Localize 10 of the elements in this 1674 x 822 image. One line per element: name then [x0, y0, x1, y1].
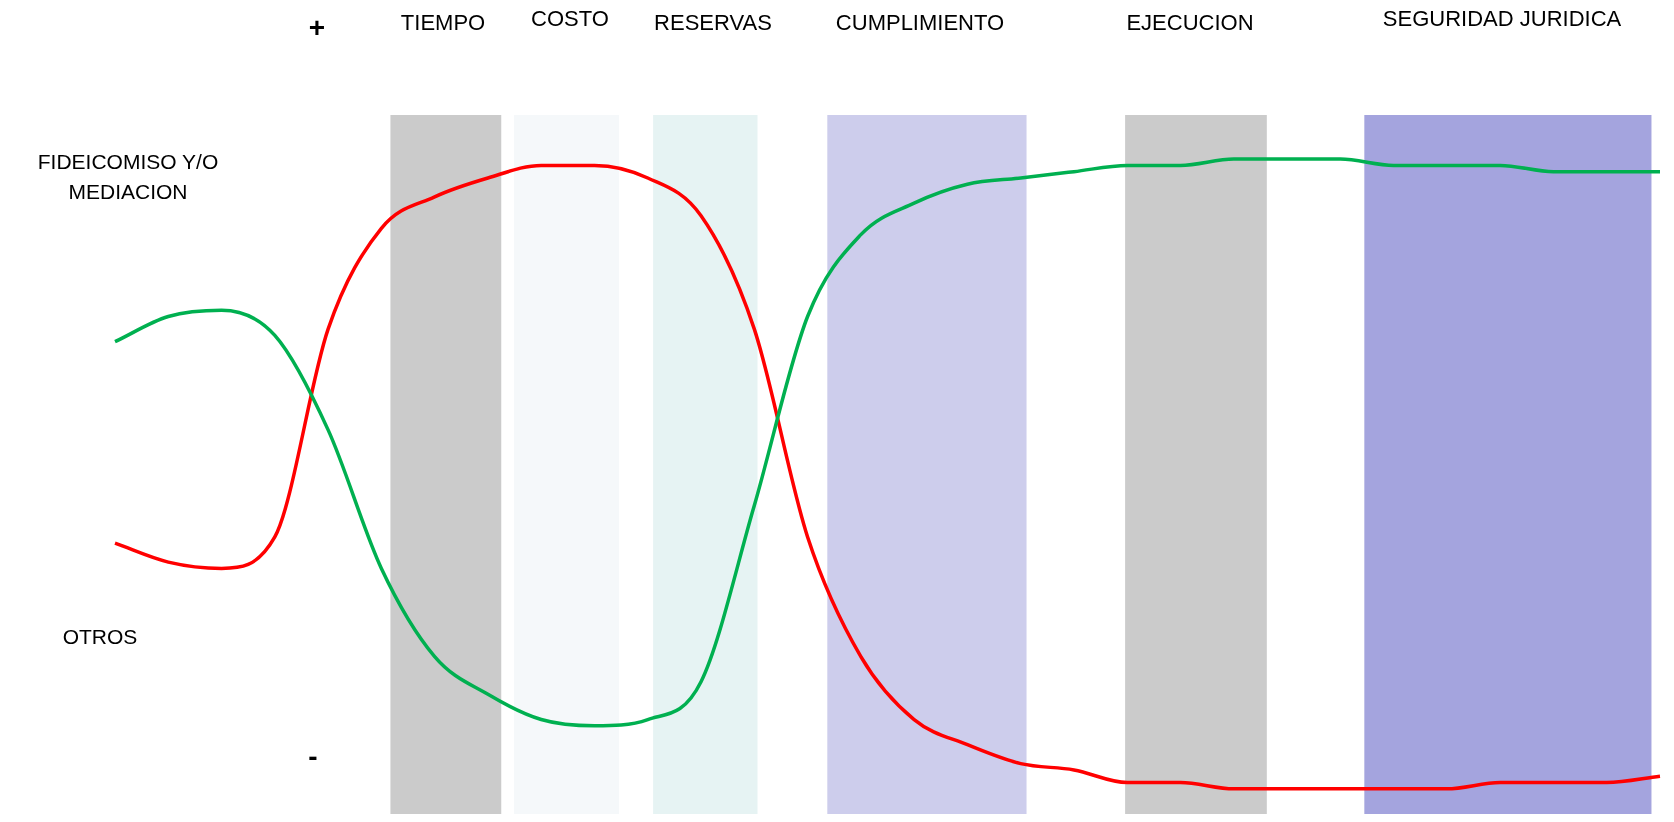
text: RESERVAS	[654, 10, 772, 36]
text: EJECUCION	[1126, 10, 1254, 36]
annotation: FIDEICOMISO Y/O MEDIACION	[37, 149, 219, 203]
annotation: -	[308, 740, 318, 772]
annotation: OTROS	[62, 624, 138, 648]
text: TIEMPO	[400, 10, 486, 36]
text: COSTO	[531, 6, 609, 32]
text: SEGURIDAD JURIDICA	[1382, 6, 1622, 32]
text: +	[308, 11, 326, 43]
text: CUMPLIMIENTO	[835, 10, 1005, 36]
